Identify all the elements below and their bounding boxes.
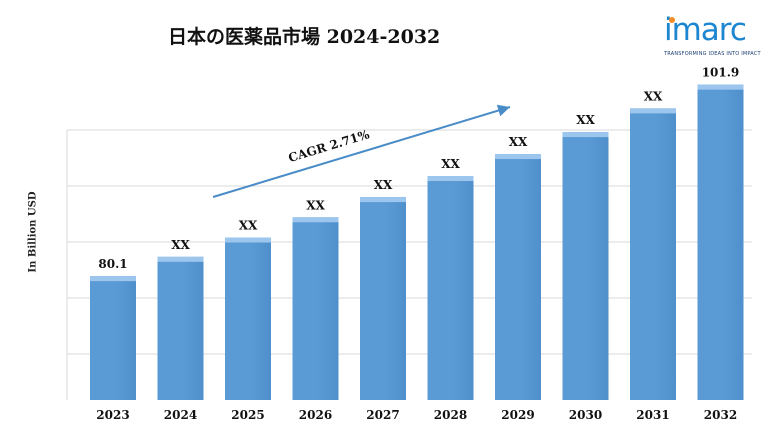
bar-top-highlight <box>562 132 609 138</box>
logo-dot-icon <box>669 17 675 23</box>
data-label-2024: XX <box>171 238 190 252</box>
logo-tagline: TRANSFORMING IDEAS INTO IMPACT <box>664 51 761 57</box>
cagr-arrow-line <box>212 104 511 198</box>
bar-top-highlight <box>360 197 406 203</box>
data-label-2023: 80.1 <box>98 257 127 271</box>
x-tick-2026: 2026 <box>299 408 332 422</box>
x-tick-2031: 2031 <box>636 408 669 422</box>
bar-2029 <box>495 154 541 400</box>
data-label-2031: XX <box>644 89 663 103</box>
bar-2025 <box>225 237 271 400</box>
bars <box>90 84 744 400</box>
data-label-2028: XX <box>441 157 460 171</box>
bar-2031 <box>630 108 676 400</box>
bar-2026 <box>292 217 339 400</box>
bar-2024 <box>157 256 204 400</box>
bar-top-highlight <box>157 256 204 262</box>
cagr-label: CAGR 2.71% <box>287 127 372 165</box>
bar-top-highlight <box>225 237 271 243</box>
x-tick-2029: 2029 <box>501 408 534 422</box>
bar-top-highlight <box>630 108 676 114</box>
bar-top-highlight <box>495 154 541 160</box>
x-tick-2028: 2028 <box>434 408 467 422</box>
data-label-2027: XX <box>374 178 393 192</box>
bar-2030 <box>562 132 609 400</box>
logo-wordmark: imarc <box>664 12 747 48</box>
data-label-2030: XX <box>576 113 595 127</box>
data-labels: 80.1 XX XX XX XX XX XX XX XX 101.9 <box>98 66 739 271</box>
x-tick-2027: 2027 <box>366 408 399 422</box>
x-tick-labels: 2023 2024 2025 2026 2027 2028 2029 2030 2031 2032 <box>96 408 737 422</box>
data-label-2026: XX <box>306 198 325 212</box>
x-tick-2024: 2024 <box>164 408 197 422</box>
data-label-2032: 101.9 <box>702 66 740 80</box>
x-tick-2030: 2030 <box>569 408 602 422</box>
x-tick-2032: 2032 <box>704 408 737 422</box>
data-label-2029: XX <box>509 135 528 149</box>
bar-top-highlight <box>90 276 136 282</box>
imarc-logo: imarc TRANSFORMING IDEAS INTO IMPACT <box>664 12 761 62</box>
x-tick-2025: 2025 <box>231 408 264 422</box>
bar-2023 <box>90 276 136 400</box>
bar-2027 <box>360 197 406 400</box>
data-label-2025: XX <box>239 219 258 233</box>
chart-title: 日本の医薬品市場 2024-2032 <box>168 26 441 48</box>
bar-2032 <box>697 84 744 400</box>
bar-top-highlight <box>427 176 474 182</box>
bar-top-highlight <box>292 217 339 223</box>
bar-top-highlight <box>697 84 744 90</box>
bar-2028 <box>427 176 474 400</box>
x-tick-2023: 2023 <box>96 408 129 422</box>
